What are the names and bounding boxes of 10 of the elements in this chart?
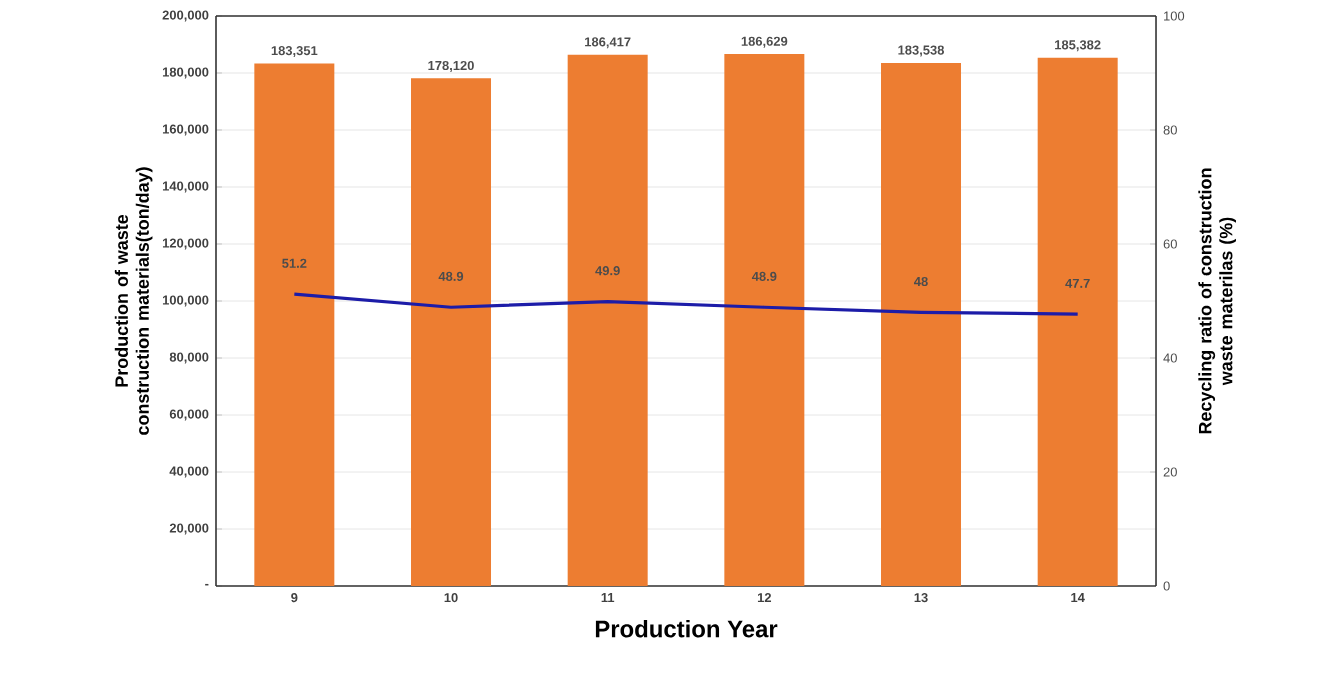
bar <box>567 54 648 586</box>
bar <box>411 78 492 586</box>
y2-axis-title: Recycling ratio of construction waste materilas (%) <box>1198 168 1236 434</box>
bar <box>254 63 335 586</box>
y-axis-title: Production of waste construction materials(ton/day) <box>114 167 153 435</box>
x-axis-title: Production Year <box>595 619 778 638</box>
bar <box>724 54 805 586</box>
line-series <box>292 292 1080 316</box>
bar <box>1037 57 1118 586</box>
bar <box>881 62 962 586</box>
